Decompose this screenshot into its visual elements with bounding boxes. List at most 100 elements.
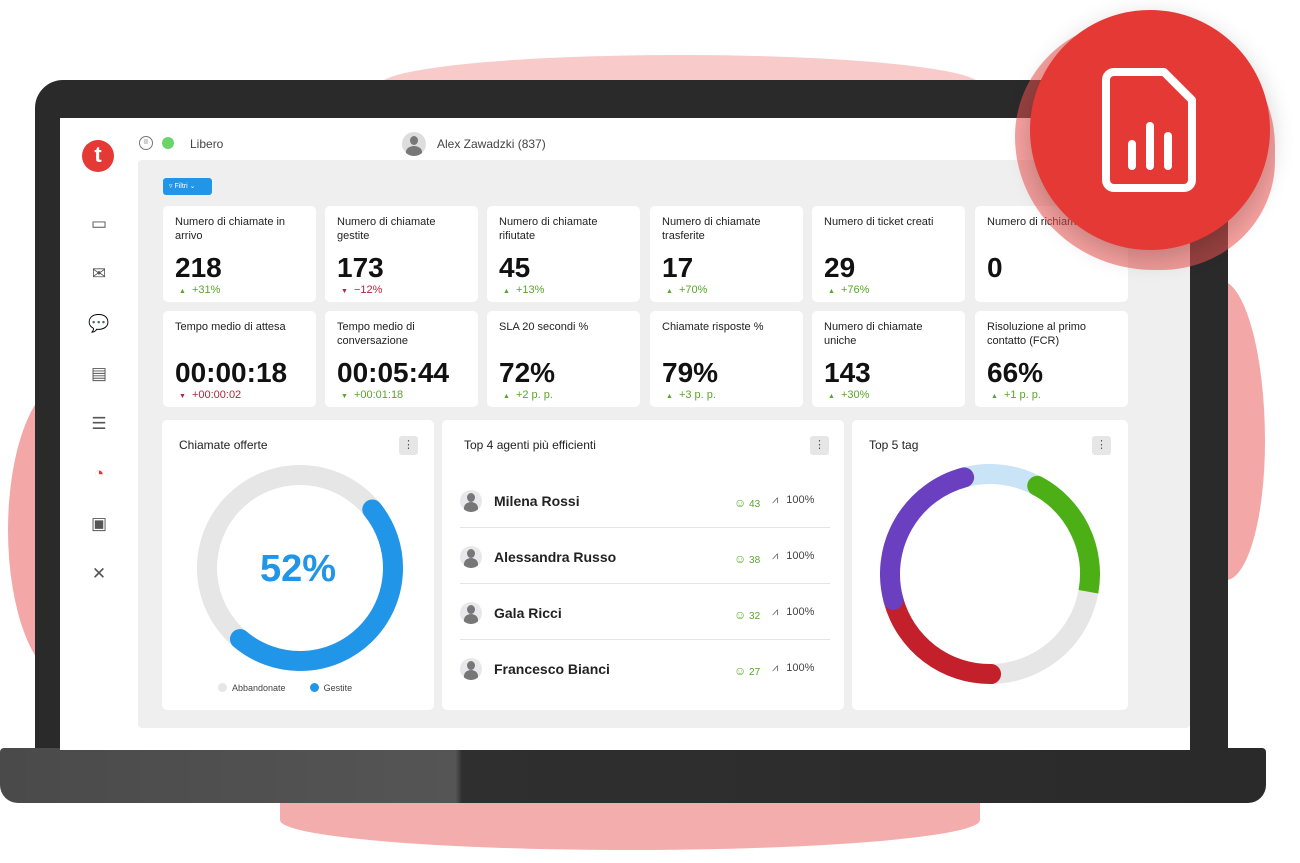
kpi-delta: ▲ +2 p. p. xyxy=(503,389,553,401)
kpi-delta: ▼ +00:01:18 xyxy=(341,389,404,401)
kpi-value: 173 xyxy=(337,252,384,283)
kpi-delta: ▼ −12% xyxy=(341,284,383,296)
monitor-icon[interactable]: ▭ xyxy=(90,214,108,233)
trend-icon: ▲ xyxy=(828,393,835,400)
avatar[interactable] xyxy=(402,132,426,156)
satisfaction: ☺ 43 xyxy=(734,496,761,510)
offered-calls-widget: Chiamate offerte ⋮ 52% Abbandonate Gesti… xyxy=(162,420,434,710)
tag-segment xyxy=(1027,475,1100,602)
widget-title: Top 4 agenti più efficienti xyxy=(464,438,596,452)
status-label[interactable]: Libero xyxy=(190,137,224,151)
more-menu-button[interactable]: ⋮ xyxy=(399,436,418,455)
line-chart-icon: ⩘ xyxy=(772,550,779,562)
widget-title: Top 5 tag xyxy=(869,438,919,452)
kpi-value: 00:05:44 xyxy=(337,357,450,388)
kpi-label: Tempo medio di conversazione xyxy=(337,321,415,347)
trend-icon: ▲ xyxy=(503,288,510,295)
kpi-value: 218 xyxy=(175,252,222,283)
widget-title: Chiamate offerte xyxy=(179,438,268,452)
agent-row[interactable]: Milena Rossi ☺ 43 ⩘ 100% xyxy=(460,472,830,528)
filter-label: Filtri xyxy=(174,183,188,190)
pie-chart-icon[interactable]: ◔ xyxy=(93,464,105,483)
kpi-value: 29 xyxy=(824,252,856,283)
filter-button[interactable]: ▿ Filtri ⌄ xyxy=(163,178,212,195)
offered-donut xyxy=(197,465,403,671)
agent-name: Francesco Bianci xyxy=(494,661,610,677)
agent-row[interactable]: Gala Ricci ☺ 32 ⩘ 100% xyxy=(460,584,830,640)
kpi-delta: ▲ +1 p. p. xyxy=(991,389,1041,401)
chat-icon[interactable]: 💬 xyxy=(88,314,110,333)
kpi-value: 66% xyxy=(987,357,1044,388)
top-tags-widget: Top 5 tag ⋮ xyxy=(852,420,1128,710)
line-chart-icon: ⩘ xyxy=(772,494,779,506)
trend-icon: ▲ xyxy=(991,393,998,400)
pause-button[interactable]: II xyxy=(139,136,153,150)
agent-name: Alessandra Russo xyxy=(494,549,617,565)
efficiency: ⩘ 100% xyxy=(772,550,815,562)
kpi-card[interactable]: Numero di chiamate uniche 143 ▲ +30% xyxy=(812,311,965,407)
tags-donut xyxy=(880,464,1100,684)
kpi-card[interactable]: SLA 20 secondi % 72% ▲ +2 p. p. xyxy=(487,311,640,407)
kpi-label: Risoluzione al primo contatto (FCR) xyxy=(987,321,1087,347)
handled-arc xyxy=(229,499,403,671)
satisfaction: ☺ 27 xyxy=(734,664,761,678)
kpi-label: Numero di ticket creati xyxy=(824,216,934,228)
kpi-card[interactable]: Numero di chiamate in arrivo 218 ▲ +31% xyxy=(163,206,316,302)
trend-icon: ▼ xyxy=(341,288,348,295)
kpi-card[interactable]: Chiamate risposte % 79% ▲ +3 p. p. xyxy=(650,311,803,407)
logo[interactable]: t xyxy=(82,140,114,172)
kpi-label: Tempo medio di attesa xyxy=(175,321,286,333)
trend-icon: ▲ xyxy=(179,288,186,295)
report-document-icon xyxy=(1102,68,1196,192)
efficiency: ⩘ 100% xyxy=(772,606,815,618)
tag-segment xyxy=(880,467,975,610)
legend-abandoned[interactable]: Abbandonate xyxy=(218,683,286,693)
kpi-label: Chiamate risposte % xyxy=(662,321,764,333)
line-chart-icon: ⩘ xyxy=(772,606,779,618)
kpi-card[interactable]: Tempo medio di conversazione 00:05:44 ▼ +00… xyxy=(325,311,478,407)
tag-segment xyxy=(883,589,1002,684)
legend-handled[interactable]: Gestite xyxy=(309,683,352,693)
kpi-card[interactable]: Numero di chiamate trasferite 17 ▲ +70% xyxy=(650,206,803,302)
more-menu-button[interactable]: ⋮ xyxy=(810,436,829,455)
smile-icon: ☺ xyxy=(734,552,747,566)
trend-icon: ▲ xyxy=(503,393,510,400)
agent-avatar xyxy=(460,602,482,624)
user-name[interactable]: Alex Zawadzki (837) xyxy=(437,137,546,151)
agent-row[interactable]: Francesco Bianci ☺ 27 ⩘ 100% xyxy=(460,640,830,696)
tag-segment xyxy=(961,464,1042,495)
kpi-value: 72% xyxy=(499,357,556,388)
kpi-card[interactable]: Tempo medio di attesa 00:00:18 ▼ +00:00:02 xyxy=(163,311,316,407)
agent-row[interactable]: Alessandra Russo ☺ 38 ⩘ 100% xyxy=(460,528,830,584)
agent-name: Gala Ricci xyxy=(494,605,562,621)
tag-segment xyxy=(990,589,1099,684)
kpi-delta: ▲ +31% xyxy=(179,284,221,296)
kpi-value: 79% xyxy=(662,357,719,388)
trend-icon: ▼ xyxy=(341,393,348,400)
trend-icon: ▼ xyxy=(179,393,186,400)
agent-avatar xyxy=(460,546,482,568)
kpi-delta: ▲ +13% xyxy=(503,284,545,296)
kpi-card[interactable]: Numero di chiamate rifiutate 45 ▲ +13% xyxy=(487,206,640,302)
kpi-card[interactable]: Risoluzione al primo contatto (FCR) 66% ▲ +… xyxy=(975,311,1128,407)
efficiency: ⩘ 100% xyxy=(772,662,815,674)
trend-icon: ▲ xyxy=(666,288,673,295)
kpi-card[interactable]: Numero di chiamate gestite 173 ▼ −12% xyxy=(325,206,478,302)
smile-icon: ☺ xyxy=(734,608,747,622)
mail-icon[interactable]: ✉ xyxy=(91,264,107,283)
address-book-icon[interactable]: ▣ xyxy=(90,514,108,533)
kpi-delta xyxy=(987,284,1116,296)
list-icon[interactable]: ☰ xyxy=(91,414,107,433)
agent-name: Milena Rossi xyxy=(494,493,580,509)
smile-icon: ☺ xyxy=(734,496,747,510)
report-badge xyxy=(1030,10,1270,250)
kpi-delta: ▲ +3 p. p. xyxy=(666,389,716,401)
tools-icon[interactable]: ✕ xyxy=(91,564,107,583)
kpi-delta: ▲ +30% xyxy=(828,389,870,401)
contact-card-icon[interactable]: ▤ xyxy=(90,364,108,383)
kpi-card[interactable]: Numero di ticket creati 29 ▲ +76% xyxy=(812,206,965,302)
more-menu-button[interactable]: ⋮ xyxy=(1092,436,1111,455)
legend: Abbandonate Gestite xyxy=(218,683,352,693)
line-chart-icon: ⩘ xyxy=(772,662,779,674)
kpi-value: 0 xyxy=(987,252,1003,283)
